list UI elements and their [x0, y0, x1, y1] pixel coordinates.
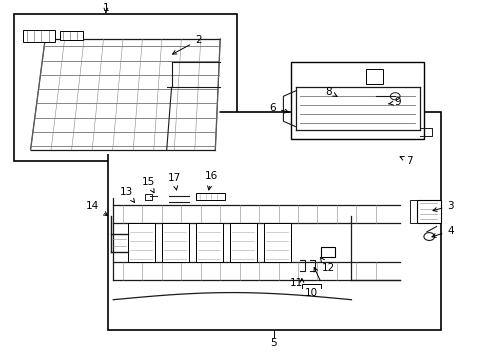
Text: 10: 10 — [305, 288, 318, 298]
Bar — [60, 31, 83, 40]
Bar — [162, 223, 188, 262]
Text: 15: 15 — [142, 177, 155, 193]
Text: 13: 13 — [120, 187, 134, 203]
Text: 9: 9 — [388, 97, 400, 107]
Text: 16: 16 — [204, 171, 218, 190]
Bar — [196, 223, 222, 262]
Text: 12: 12 — [320, 257, 334, 273]
Text: 1: 1 — [102, 3, 109, 13]
Polygon shape — [113, 262, 399, 280]
Text: 4: 4 — [431, 226, 453, 238]
Polygon shape — [295, 87, 419, 130]
Bar — [416, 200, 441, 223]
Bar — [196, 193, 224, 200]
Bar — [14, 14, 237, 161]
Polygon shape — [113, 205, 399, 223]
Bar — [23, 30, 55, 42]
Bar — [108, 112, 441, 330]
Text: 6: 6 — [269, 103, 288, 113]
Text: 11: 11 — [289, 278, 303, 288]
Text: 14: 14 — [86, 201, 107, 216]
Text: 8: 8 — [324, 87, 336, 96]
Text: 17: 17 — [167, 174, 180, 190]
Bar — [321, 247, 334, 257]
Bar — [229, 223, 256, 262]
Text: 7: 7 — [399, 156, 412, 166]
Bar — [290, 62, 424, 139]
Text: 5: 5 — [270, 338, 276, 347]
Bar — [264, 223, 290, 262]
Text: 2: 2 — [172, 35, 201, 54]
Text: 3: 3 — [432, 201, 453, 211]
Polygon shape — [30, 37, 224, 153]
Bar — [127, 223, 154, 262]
Bar — [366, 69, 382, 84]
